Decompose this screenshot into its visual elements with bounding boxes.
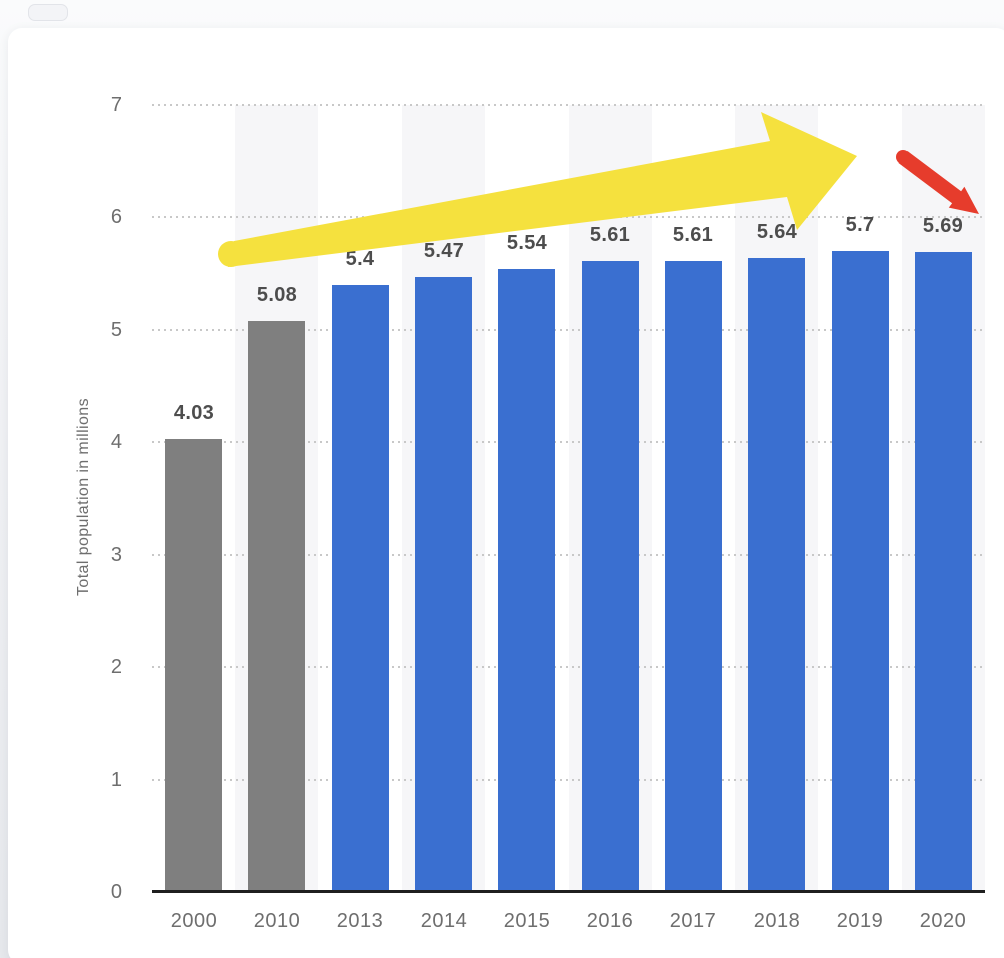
value-label-2015: 5.54 bbox=[506, 232, 548, 254]
x-label-2014: 2014 bbox=[420, 910, 468, 932]
y-axis-title: Total population in millions bbox=[75, 398, 92, 596]
y-tick-label-3: 3 bbox=[110, 544, 122, 566]
x-label-2016: 2016 bbox=[586, 910, 634, 932]
y-tick-label-4: 4 bbox=[110, 431, 122, 453]
value-label-2010: 5.08 bbox=[256, 284, 298, 306]
y-tick-label-5: 5 bbox=[110, 319, 122, 341]
x-label-2010: 2010 bbox=[253, 910, 301, 932]
value-label-2000: 4.03 bbox=[173, 402, 215, 424]
gridline-1 bbox=[152, 779, 985, 781]
bar-2020[interactable] bbox=[915, 252, 972, 892]
gridline-3 bbox=[152, 554, 985, 556]
bar-2013[interactable] bbox=[332, 285, 389, 892]
y-tick-label-2: 2 bbox=[110, 656, 122, 678]
value-label-2017: 5.61 bbox=[672, 224, 714, 246]
x-label-2019: 2019 bbox=[836, 910, 884, 932]
y-tick-label-7: 7 bbox=[110, 94, 122, 116]
gridline-5 bbox=[152, 329, 985, 331]
value-label-2019: 5.7 bbox=[845, 214, 875, 236]
y-tick-label-1: 1 bbox=[110, 769, 122, 791]
page-background-tab bbox=[28, 4, 68, 21]
x-axis-line bbox=[152, 890, 985, 893]
x-label-2018: 2018 bbox=[753, 910, 801, 932]
gridline-7 bbox=[152, 104, 985, 106]
bar-2018[interactable] bbox=[748, 258, 805, 892]
value-label-2014: 5.47 bbox=[423, 240, 465, 262]
y-tick-label-6: 6 bbox=[110, 206, 122, 228]
gridline-4 bbox=[152, 441, 985, 443]
gridline-2 bbox=[152, 666, 985, 668]
x-label-2017: 2017 bbox=[669, 910, 717, 932]
bar-2010[interactable] bbox=[248, 321, 305, 892]
bar-2016[interactable] bbox=[582, 261, 639, 892]
x-label-2013: 2013 bbox=[336, 910, 384, 932]
value-label-2020: 5.69 bbox=[922, 215, 964, 237]
y-tick-label-0: 0 bbox=[110, 881, 122, 903]
x-label-2015: 2015 bbox=[503, 910, 551, 932]
bar-2000[interactable] bbox=[165, 439, 222, 892]
x-label-2000: 2000 bbox=[170, 910, 218, 932]
x-label-2020: 2020 bbox=[919, 910, 967, 932]
bar-2015[interactable] bbox=[498, 269, 555, 892]
bar-2019[interactable] bbox=[832, 251, 889, 892]
value-label-2013: 5.4 bbox=[345, 248, 375, 270]
value-label-2016: 5.61 bbox=[589, 224, 631, 246]
value-label-2018: 5.64 bbox=[756, 221, 798, 243]
bar-2017[interactable] bbox=[665, 261, 722, 892]
bar-2014[interactable] bbox=[415, 277, 472, 892]
